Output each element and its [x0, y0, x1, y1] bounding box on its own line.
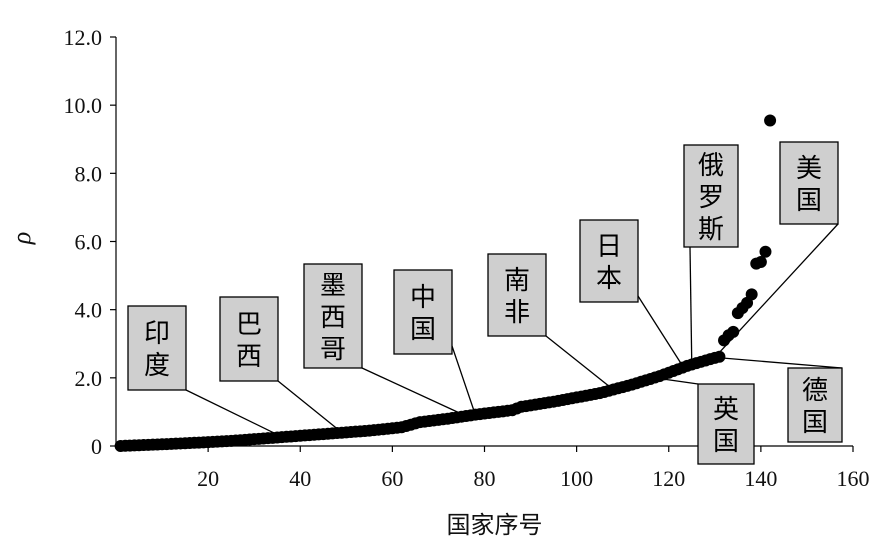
annotation-box [127, 305, 187, 391]
x-tick-labels: 20 40 60 80 100 120 140 160 [197, 466, 869, 491]
annotation-label: 中 [410, 283, 436, 313]
annotation-label: 度 [144, 351, 170, 381]
data-points [114, 114, 777, 452]
x-tick-label: 100 [560, 466, 593, 491]
annotation-label: 英 [713, 395, 739, 425]
annotation-box [487, 253, 547, 337]
x-tick-label: 160 [837, 466, 870, 491]
annotation-label: 非 [504, 298, 530, 328]
annotation-7: 美国 [714, 141, 839, 358]
annotation-9: 德国 [714, 356, 843, 443]
x-axis-title: 国家序号 [447, 511, 543, 539]
leader-line [185, 389, 283, 438]
annotation-box [579, 219, 639, 303]
data-point [759, 245, 772, 258]
annotation-4: 南非 [487, 253, 614, 391]
x-tick-label: 80 [474, 466, 496, 491]
annotation-label: 国 [802, 408, 828, 438]
annotation-6: 俄罗斯 [683, 144, 739, 365]
x-tick-label: 60 [381, 466, 403, 491]
annotation-label: 国 [410, 315, 436, 345]
y-tick-label: 8.0 [75, 161, 103, 186]
annotation-box [219, 296, 279, 382]
annotation-label: 墨 [320, 271, 346, 301]
annotation-label: 哥 [320, 335, 346, 365]
annotation-5: 日本 [579, 219, 684, 367]
y-tick-label: 4.0 [75, 298, 103, 323]
annotation-0: 印度 [127, 305, 283, 438]
annotation-label: 印 [144, 319, 170, 349]
y-tick-labels: 0 2.0 4.0 6.0 8.0 10.0 12.0 [64, 25, 103, 459]
y-tick-label: 12.0 [64, 25, 103, 50]
axis-ticks [110, 36, 854, 452]
x-tick-label: 20 [197, 466, 219, 491]
annotation-label: 南 [504, 266, 530, 296]
annotation-label: 国 [713, 427, 739, 457]
annotation-box [393, 269, 453, 355]
data-point [713, 350, 726, 363]
leader-line [689, 246, 693, 365]
annotation-box [787, 367, 843, 443]
data-point [727, 325, 740, 338]
annotation-label: 国 [796, 186, 822, 216]
annotation-3: 中国 [393, 269, 476, 415]
annotation-box [683, 144, 739, 248]
y-tick-label: 2.0 [75, 366, 103, 391]
annotation-1: 巴西 [219, 296, 343, 433]
y-tick-label: 6.0 [75, 230, 103, 255]
annotation-box [697, 383, 755, 465]
annotation-label: 本 [596, 264, 622, 294]
annotation-2: 墨西哥 [303, 263, 467, 417]
data-point [754, 255, 767, 268]
x-tick-label: 140 [744, 466, 777, 491]
annotation-label: 巴 [236, 310, 262, 340]
annotation-8: 英国 [654, 377, 755, 465]
annotation-box [303, 263, 363, 369]
annotation-label: 日 [596, 232, 622, 262]
leader-line [714, 223, 839, 358]
annotation-label: 美 [796, 154, 822, 184]
annotation-label: 西 [320, 303, 346, 333]
data-point [764, 114, 777, 127]
leader-line [361, 367, 467, 417]
leader-line [451, 345, 476, 415]
data-point [745, 288, 758, 301]
x-tick-label: 120 [652, 466, 685, 491]
y-tick-label: 10.0 [64, 93, 103, 118]
y-axis-title: ρ [7, 232, 36, 245]
annotation-label: 德 [802, 376, 828, 406]
annotation-label: 罗 [698, 183, 724, 213]
annotation-label: 斯 [698, 215, 724, 245]
annotation-label: 俄 [698, 151, 724, 181]
leader-line [545, 335, 614, 391]
x-tick-label: 40 [289, 466, 311, 491]
leader-line [714, 356, 843, 369]
leader-line [277, 380, 343, 433]
annotation-label: 西 [236, 342, 262, 372]
leader-line [654, 377, 699, 385]
y-tick-label: 0 [91, 434, 102, 459]
annotation-box [779, 141, 839, 225]
leader-line [637, 295, 684, 367]
